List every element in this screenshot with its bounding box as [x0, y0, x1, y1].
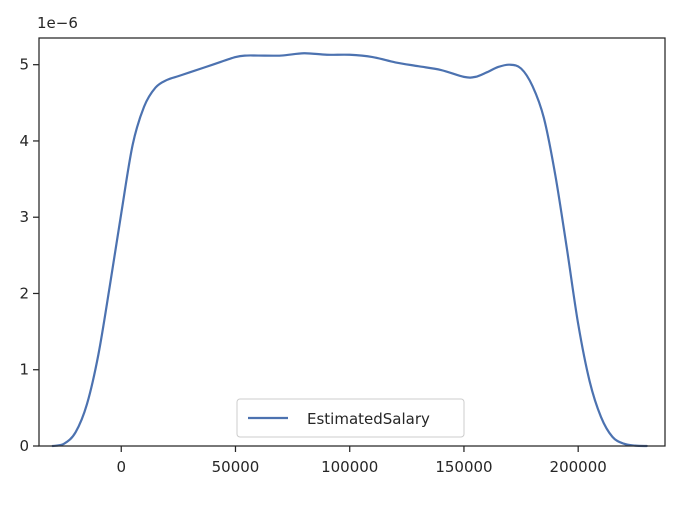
x-tick-label: 50000: [212, 458, 260, 476]
y-tick-label: 3: [19, 208, 29, 226]
series-layer: [51, 52, 648, 448]
legend-box: [236, 398, 465, 438]
plot-area: [39, 38, 665, 446]
y-axis: 0 1 2 3 4 5: [19, 56, 39, 455]
legend-label-estimatedsalary: EstimatedSalary: [307, 410, 430, 428]
y-tick-label: 1: [19, 361, 29, 379]
x-axis: 0 50000 100000 150000 200000: [116, 446, 607, 476]
x-tick-label: 200000: [550, 458, 607, 476]
y-tick-label: 4: [19, 132, 29, 150]
y-tick-label: 2: [19, 284, 29, 302]
legend: EstimatedSalary: [236, 398, 465, 438]
y-offset-label: 1e−6: [37, 14, 78, 32]
y-tick-label: 5: [19, 56, 29, 74]
x-tick-label: 0: [116, 458, 126, 476]
series-line-estimatedsalary: [51, 52, 648, 448]
y-tick-label: 0: [19, 437, 29, 455]
plot-frame: [38, 37, 666, 447]
x-tick-label: 100000: [321, 458, 378, 476]
x-tick-label: 150000: [435, 458, 492, 476]
